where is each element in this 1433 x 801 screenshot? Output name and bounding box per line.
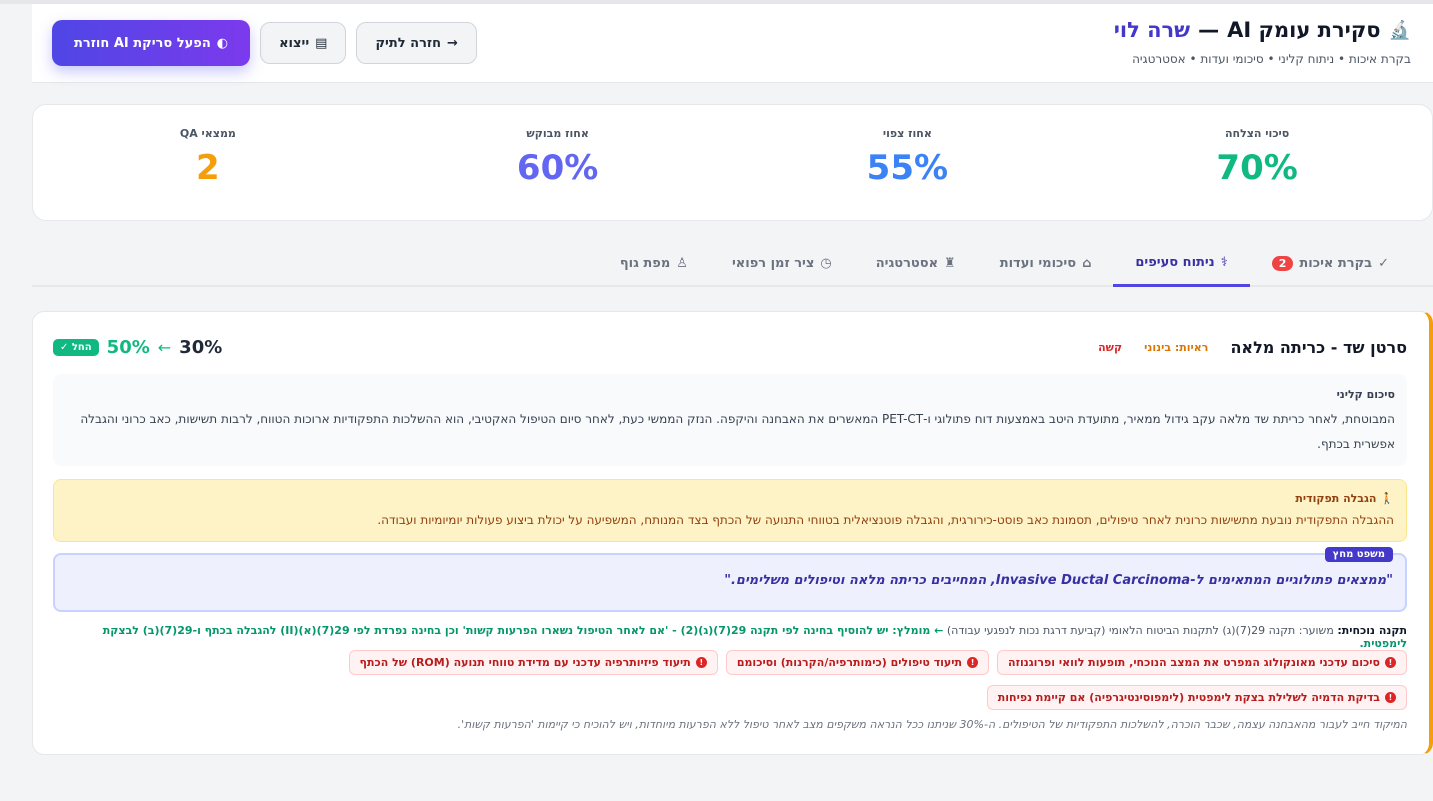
evidence-tag: ראיות: בינוני: [1144, 340, 1209, 354]
stat-label: ממצאי QA: [179, 127, 236, 140]
tab-label: בקרת איכות: [1299, 256, 1373, 271]
person-icon: ♙: [676, 256, 688, 271]
stat-qa-findings: ממצאי QA 2: [33, 105, 383, 220]
back-to-case-label: חזרה לתיק: [375, 35, 442, 51]
card-header: סרטן שד - כריתה מלאה ראיות: בינוני קשה ✓…: [53, 312, 1407, 382]
missing-document-pill: ! תיעוד פיזיותרפיה עדכני עם מדידת טווחי ת…: [348, 650, 718, 675]
functional-limitation-title: הגבלה תפקודית: [1295, 492, 1377, 505]
missing-document-pill: ! תיעוד טיפולים (כימותרפיה/הקרנות) וסיכומ…: [725, 650, 990, 675]
stat-label: אחוז מבוקש: [526, 127, 589, 140]
stat-success-chance: סיכוי הצלחה 70%: [1082, 105, 1432, 220]
arrow-right-icon: →: [447, 35, 458, 51]
export-button[interactable]: ▤ ייצוא: [260, 22, 347, 64]
qa-count-badge: 2: [1271, 256, 1294, 271]
patient-name: שרה לוי: [1113, 18, 1191, 42]
clinical-summary-text: המבוטחת, לאחר כריתת שד מלאה עקב גידול ממ…: [80, 412, 1395, 451]
title-main: סקירת עומק AI: [1227, 18, 1381, 42]
card-title: סרטן שד - כריתה מלאה: [1230, 337, 1407, 357]
tab-label: מפת גוף: [619, 256, 671, 271]
tab-label: ניתוח סעיפים: [1135, 254, 1215, 270]
stat-value: 60%: [516, 148, 599, 188]
key-quote-box: משפט מחץ "ממצאים פתולוגיים המתאימים ל-In…: [53, 547, 1407, 612]
microscope-icon: 🔬: [1388, 19, 1411, 41]
header-actions: ◐ הפעל סריקת AI חוזרת ▤ ייצוא → חזרה לתי…: [52, 20, 477, 66]
clock-icon: ◷: [820, 256, 832, 271]
tab-label: סיכומי ועדות: [999, 256, 1077, 271]
pill-text: תיעוד פיזיותרפיה עדכני עם מדידת טווחי תנ…: [359, 656, 691, 669]
building-icon: ⌂: [1082, 256, 1092, 271]
missing-document-pill: ! בדיקת הדמיה לשלילת בצקת לימפטית (לימפוס…: [986, 685, 1407, 710]
percent-old: 30%: [179, 336, 223, 358]
stat-value: 2: [196, 148, 220, 188]
alert-icon: !: [1385, 657, 1396, 668]
card-title-wrap: סרטן שד - כריתה מלאה ראיות: בינוני קשה: [1098, 338, 1407, 357]
regulation-text: משוער: תקנה 29(7)(ג) לתקנות הביטוח הלאומ…: [946, 624, 1334, 637]
tab-section-analysis[interactable]: ⚕ ניתוח סעיפים: [1113, 240, 1250, 287]
clinical-summary-box: סיכום קליני המבוטחת, לאחר כריתת שד מלאה …: [53, 374, 1407, 466]
section-card: סרטן שד - כריתה מלאה ראיות: בינוני קשה ✓…: [32, 311, 1433, 755]
pill-text: סיכום עדכני מאונקולוג המפרט את המצב הנוכ…: [1008, 656, 1380, 669]
title-dash: —: [1198, 18, 1220, 42]
functional-limitation-box: 🚶 הגבלה תפקודית ההגבלה התפקודית נובעת מת…: [53, 479, 1407, 542]
title-block: 🔬 סקירת עומק AI — שרה לוי בקרת איכות • נ…: [1114, 18, 1411, 66]
brain-icon: ◐: [216, 35, 229, 51]
difficulty-tag: קשה: [1098, 340, 1123, 354]
page-subtitle: בקרת איכות • ניתוח קליני • סיכומי ועדות …: [1132, 52, 1411, 66]
tab-committee-summaries[interactable]: ⌂ סיכומי ועדות: [978, 240, 1114, 287]
clinical-summary-label: סיכום קליני: [1336, 388, 1395, 401]
stat-label: אחוז צפוי: [882, 127, 932, 140]
alert-icon: !: [1385, 692, 1396, 703]
key-quote-text: "ממצאים פתולוגיים המתאימים ל-Invasive Du…: [724, 573, 1393, 588]
tab-bar: ✓ בקרת איכות 2 ⚕ ניתוח סעיפים ⌂ סיכומי ו…: [32, 240, 1433, 287]
apply-label: החל: [71, 341, 92, 353]
walking-person-icon: 🚶: [1376, 492, 1394, 505]
stat-label: סיכוי הצלחה: [1224, 127, 1290, 140]
alert-icon: !: [695, 657, 707, 668]
percent-new: 50%: [106, 336, 150, 358]
tab-label: אסטרטגיה: [875, 256, 939, 271]
stethoscope-icon: ⚕: [1220, 254, 1228, 270]
stat-requested-percent: אחוז מבוקש 60%: [383, 105, 733, 220]
file-export-icon: ▤: [315, 35, 328, 51]
tab-strategy[interactable]: ♜ אסטרטגיה: [854, 240, 978, 287]
stats-panel: סיכוי הצלחה 70% אחוז צפוי 55% אחוז מבוקש…: [32, 104, 1433, 221]
rerun-ai-scan-label: הפעל סריקת AI חוזרת: [74, 35, 211, 51]
stat-value: 55%: [866, 148, 949, 188]
page-title: 🔬 סקירת עומק AI — שרה לוי: [1114, 18, 1411, 42]
regulation-recommendation: ← מומלץ: יש להוסיף בחינה לפי תקנה 29(7)(…: [102, 624, 1407, 650]
tab-quality-control[interactable]: ✓ בקרת איכות 2: [1250, 240, 1411, 287]
tab-label: ציר זמן רפואי: [731, 256, 815, 271]
stat-expected-percent: אחוז צפוי 55%: [733, 105, 1083, 220]
missing-documents-list: ! סיכום עדכני מאונקולוג המפרט את המצב הנו…: [53, 650, 1407, 710]
regulation-label: תקנה נוכחית:: [1337, 624, 1407, 637]
percent-change: ✓ החל 50% ← 30%: [53, 337, 222, 358]
pill-text: בדיקת הדמיה לשלילת בצקת לימפטית (לימפוסי…: [997, 691, 1380, 704]
export-label: ייצוא: [279, 35, 310, 51]
rerun-ai-scan-button[interactable]: ◐ הפעל סריקת AI חוזרת: [52, 20, 251, 66]
chess-icon: ♜: [944, 256, 956, 271]
tab-body-map[interactable]: ♙ מפת גוף: [598, 240, 710, 287]
apply-badge[interactable]: ✓ החל: [53, 338, 99, 356]
page-header: 🔬 סקירת עומק AI — שרה לוי בקרת איכות • נ…: [32, 4, 1433, 83]
stat-value: 70%: [1216, 148, 1298, 188]
missing-document-pill: ! סיכום עדכני מאונקולוג המפרט את המצב הנו…: [997, 650, 1407, 675]
regulation-line: תקנה נוכחית: משוער: תקנה 29(7)(ג) לתקנות…: [53, 624, 1407, 650]
functional-limitation-text: ההגבלה התפקודית נובעת מתשישות כרונית לאח…: [377, 513, 1394, 527]
check-icon: ✓: [60, 341, 72, 353]
functional-limitation-label: 🚶 הגבלה תפקודית: [66, 492, 1394, 505]
back-to-case-button[interactable]: → חזרה לתיק: [356, 22, 477, 64]
top-strip: [0, 0, 1433, 4]
tab-medical-timeline[interactable]: ◷ ציר זמן רפואי: [710, 240, 854, 287]
arrow-left-icon: ←: [157, 337, 172, 357]
double-check-icon: ✓: [1378, 256, 1389, 271]
alert-icon: !: [967, 657, 979, 668]
pill-text: תיעוד טיפולים (כימותרפיה/הקרנות) וסיכומם: [736, 656, 963, 669]
key-quote-badge: משפט מחץ: [1324, 547, 1393, 562]
card-footnote: המיקוד חייב לעבור מהאבחנה עצמה, שכבר הוכ…: [457, 718, 1407, 731]
